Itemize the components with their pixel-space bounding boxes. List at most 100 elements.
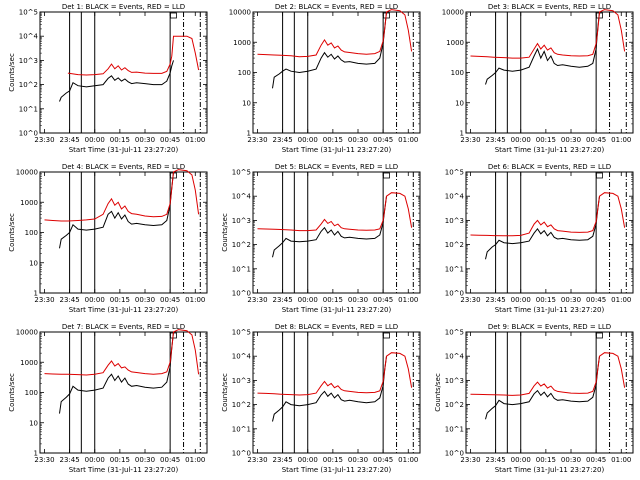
- x-tick-label: 00:30: [135, 296, 155, 304]
- series-line-red: [470, 192, 626, 237]
- x-tick-label: 00:00: [85, 456, 105, 464]
- chart-panel-3: 1 10 100 1000 10000 23:30 23:45 00:00 00:15 00:30…: [442, 3, 634, 154]
- y-tick-label: 10^1: [445, 425, 464, 433]
- y-tick-label: 100: [25, 389, 38, 397]
- x-tick-label: 23:45: [486, 456, 506, 464]
- y-tick-label: 100: [238, 69, 251, 77]
- series-line-black: [59, 331, 174, 414]
- y-tick-label: 10^4: [232, 193, 252, 201]
- x-tick-label: 23:45: [60, 456, 80, 464]
- x-tick-label: 00:30: [348, 136, 368, 144]
- x-tick-label: 00:30: [348, 456, 368, 464]
- y-tick-label: 10^4: [445, 353, 465, 361]
- y-tick-label: 10^2: [19, 81, 38, 89]
- x-tick-label: 23:30: [460, 456, 480, 464]
- x-tick-label: 00:45: [160, 456, 180, 464]
- x-tick-label: 23:45: [60, 136, 80, 144]
- x-tick-label: 00:15: [323, 136, 343, 144]
- y-tick-label: 10: [29, 419, 38, 427]
- y-tick-label: 10^0: [232, 290, 251, 298]
- chart-title: Det 2: BLACK = Events, RED = LLD: [275, 3, 398, 11]
- y-tick-label: 1: [34, 450, 38, 458]
- x-tick-label: 00:15: [323, 296, 343, 304]
- x-tick-label: 23:45: [273, 456, 293, 464]
- y-tick-label: 10^3: [445, 377, 464, 385]
- square-marker: [383, 332, 390, 339]
- x-tick-label: 00:45: [160, 136, 180, 144]
- x-tick-label: 00:15: [110, 456, 130, 464]
- series-line-red: [470, 352, 626, 396]
- y-tick-label: 10: [242, 99, 251, 107]
- x-tick-label: 01:00: [611, 296, 631, 304]
- y-tick-label: 10^1: [232, 265, 251, 273]
- y-tick-label: 10^5: [232, 169, 251, 177]
- chart-title: Det 7: BLACK = Events, RED = LLD: [62, 323, 185, 331]
- x-tick-label: 00:30: [561, 136, 581, 144]
- x-axis-label: Start Time (31-Jul-11 23:27:20): [282, 306, 392, 314]
- y-tick-label: 10^4: [232, 353, 252, 361]
- y-tick-label: 10^3: [232, 217, 251, 225]
- x-tick-label: 01:00: [185, 456, 205, 464]
- series-line-red: [470, 9, 626, 59]
- series-line-red: [257, 192, 413, 232]
- x-tick-label: 23:30: [34, 456, 54, 464]
- y-axis-label: Counts/sec: [221, 213, 229, 252]
- x-tick-label: 00:45: [373, 136, 393, 144]
- series-line-red: [257, 9, 413, 58]
- y-tick-label: 10^2: [232, 401, 251, 409]
- y-axis-label: Counts/sec: [8, 213, 16, 252]
- x-tick-label: 00:30: [135, 456, 155, 464]
- x-tick-label: 01:00: [185, 136, 205, 144]
- chart-panel-1: 10^0 10^1 10^2 10^3 10^4 10^5 23:30 23:45 00:00 0…: [8, 3, 208, 154]
- series-line-red: [44, 329, 200, 376]
- chart-title: Det 1: BLACK = Events, RED = LLD: [62, 3, 185, 11]
- x-axis-label: Start Time (31-Jul-11 23:27:20): [69, 306, 179, 314]
- x-axis-label: Start Time (31-Jul-11 23:27:20): [495, 146, 605, 154]
- x-axis-label: Start Time (31-Jul-11 23:27:20): [282, 466, 392, 474]
- y-tick-label: 10^3: [445, 217, 464, 225]
- x-tick-label: 01:00: [185, 296, 205, 304]
- chart-panel-5: 10^0 10^1 10^2 10^3 10^4 10^5 23:30 23:45 00:00 0…: [221, 163, 421, 314]
- plot-frame: [39, 11, 208, 134]
- square-marker: [596, 332, 603, 339]
- x-tick-label: 00:15: [110, 136, 130, 144]
- x-tick-label: 00:00: [298, 456, 318, 464]
- y-tick-label: 10^4: [445, 193, 465, 201]
- chart-panel-2: 1 10 100 1000 10000 23:30 23:45 00:00 00:15 00:30…: [229, 3, 421, 154]
- y-tick-label: 100: [451, 69, 464, 77]
- x-tick-label: 00:30: [561, 456, 581, 464]
- series-line-black: [485, 196, 600, 260]
- square-marker: [383, 172, 390, 179]
- x-tick-label: 00:15: [323, 456, 343, 464]
- y-tick-label: 1: [34, 290, 38, 298]
- plot-frame: [252, 171, 421, 294]
- plot-frame: [465, 331, 634, 454]
- x-tick-label: 00:45: [373, 456, 393, 464]
- chart-title: Det 3: BLACK = Events, RED = LLD: [488, 3, 611, 11]
- x-tick-label: 00:45: [160, 296, 180, 304]
- square-marker: [596, 172, 603, 179]
- y-tick-label: 1000: [20, 199, 38, 207]
- chart-title: Det 5: BLACK = Events, RED = LLD: [275, 163, 398, 171]
- square-marker: [170, 12, 177, 19]
- x-tick-label: 23:30: [460, 136, 480, 144]
- y-axis-label: Counts/sec: [221, 373, 229, 412]
- series-line-black: [272, 196, 387, 258]
- x-tick-label: 00:00: [85, 136, 105, 144]
- x-tick-label: 23:30: [247, 296, 267, 304]
- y-tick-label: 1: [460, 130, 464, 138]
- plot-frame: [252, 331, 421, 454]
- x-tick-label: 23:45: [273, 136, 293, 144]
- y-tick-label: 10^5: [232, 329, 251, 337]
- y-tick-label: 10^5: [445, 329, 464, 337]
- x-tick-label: 00:30: [561, 296, 581, 304]
- series-line-red: [67, 35, 200, 76]
- x-tick-label: 23:45: [486, 136, 506, 144]
- x-tick-label: 00:00: [298, 296, 318, 304]
- x-tick-label: 23:30: [247, 136, 267, 144]
- x-axis-label: Start Time (31-Jul-11 23:27:20): [69, 146, 179, 154]
- x-tick-label: 01:00: [611, 456, 631, 464]
- y-tick-label: 10^1: [232, 425, 251, 433]
- x-tick-label: 01:00: [398, 456, 418, 464]
